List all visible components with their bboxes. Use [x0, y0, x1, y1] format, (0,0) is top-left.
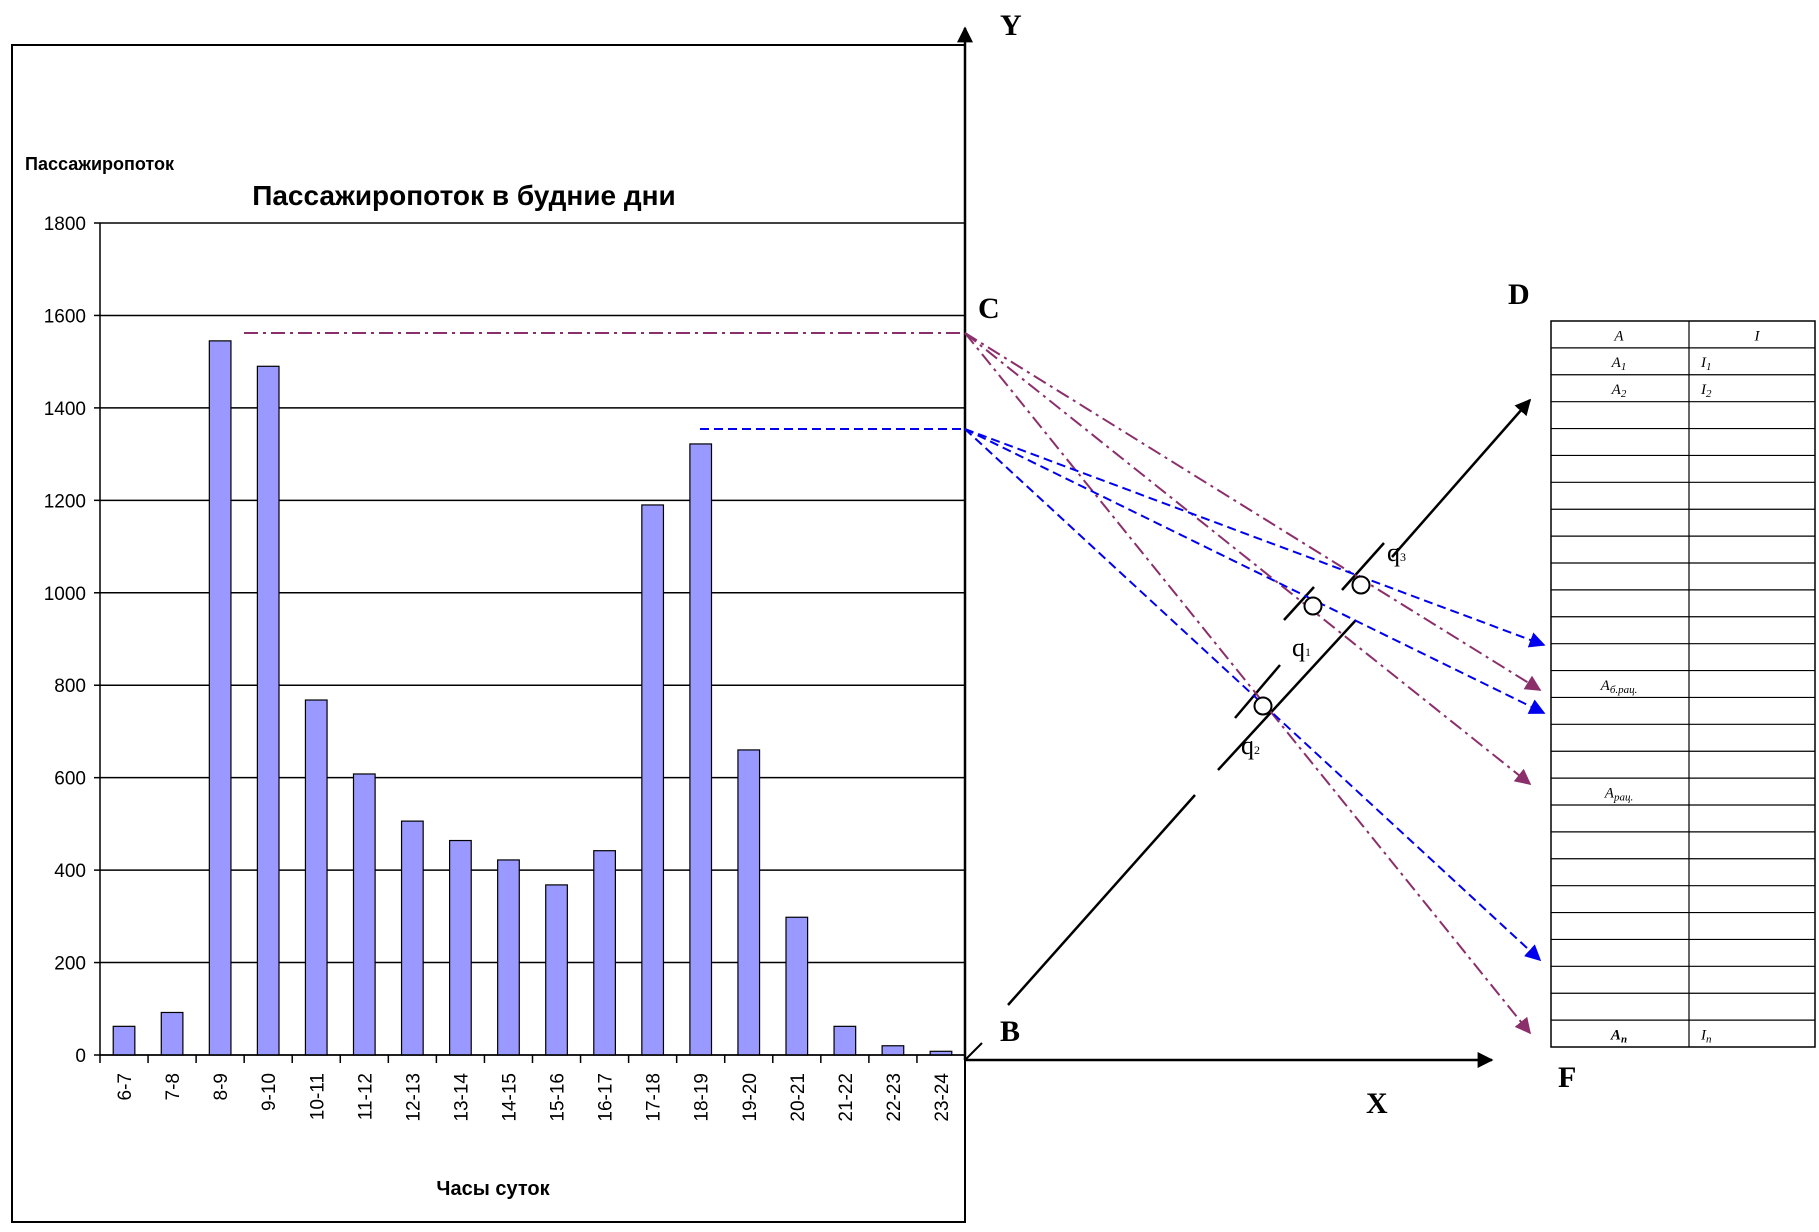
- x-tick-label: 9-10: [259, 1073, 280, 1111]
- y-tick-labels: 0 200 400 600 800 1000 1200 1400 1600 1800: [44, 214, 86, 1067]
- x-tick-label: 11-12: [355, 1073, 376, 1120]
- bar: [881, 1045, 905, 1056]
- label-y: Y: [1000, 9, 1022, 42]
- y-tick-label: 600: [54, 769, 86, 790]
- bar: [112, 1025, 136, 1056]
- y-tick-label: 1600: [44, 306, 86, 327]
- bar: [160, 1011, 184, 1056]
- diagonal-axis-lower: [1007, 794, 1196, 1006]
- table-cell: An: [1610, 1027, 1627, 1045]
- bar: [400, 820, 424, 1056]
- bar: [208, 340, 232, 1056]
- x-tick-label: 7-8: [163, 1073, 184, 1100]
- gridlines: [94, 222, 965, 1056]
- x-tick-label: 19-20: [740, 1073, 761, 1122]
- x-tick-label: 13-14: [451, 1073, 472, 1122]
- bars: [112, 340, 953, 1056]
- x-tick-label: 14-15: [499, 1073, 520, 1122]
- y-tick-label: 400: [54, 861, 86, 882]
- y-tick-label: 200: [54, 954, 86, 975]
- blue-fan-line-2: [964, 428, 1546, 714]
- blue-fan-line-1: [964, 428, 1546, 648]
- label-b: B: [1000, 1015, 1020, 1048]
- bar: [304, 699, 328, 1056]
- diagonal-axis-upper: [1391, 398, 1532, 558]
- purple-fan-line-1: [964, 332, 1542, 691]
- label-c: C: [978, 292, 1000, 325]
- x-tick-label: 18-19: [692, 1073, 713, 1122]
- x-tick-label: 12-13: [403, 1073, 424, 1122]
- chart-xlabel: Часы суток: [436, 1178, 550, 1200]
- bar: [785, 916, 809, 1056]
- x-tick-label: 22-23: [884, 1073, 905, 1122]
- table-cell: In: [1700, 1027, 1712, 1045]
- x-tick-label: 6-7: [115, 1073, 136, 1100]
- bar: [545, 884, 568, 1056]
- table-cell: Aб.рац.: [1600, 678, 1638, 696]
- q2-tick: [1234, 664, 1281, 719]
- x-tick-label: 15-16: [548, 1073, 569, 1122]
- x-tick-label: 8-9: [211, 1073, 232, 1100]
- chart-title: Пассажиропоток в будние дни: [252, 180, 676, 211]
- y-tick-label: 800: [54, 676, 86, 697]
- chart-frame: [11, 44, 966, 1223]
- x-tick-label: 10-11: [307, 1073, 328, 1120]
- table-cell: A: [1613, 328, 1624, 344]
- label-x: X: [1366, 1087, 1388, 1120]
- q3-tick: [1341, 542, 1385, 591]
- bar: [497, 859, 520, 1056]
- bar: [593, 850, 616, 1056]
- q1-label: q1: [1292, 633, 1311, 662]
- bar: [833, 1025, 857, 1056]
- bar: [449, 839, 472, 1056]
- bar: [256, 365, 280, 1056]
- table-cell: I1: [1700, 355, 1712, 373]
- index-table: A I A1 I1 A2 I2 Aб.рац. Aрац. An In: [1550, 320, 1816, 1048]
- x-tick-label: 17-18: [644, 1073, 665, 1122]
- purple-fan-line-3: [964, 332, 1532, 1035]
- q1-point: [1303, 596, 1323, 616]
- x-tick-label: 21-22: [836, 1073, 857, 1122]
- q1-tick: [1283, 586, 1315, 621]
- table-cell: I: [1754, 328, 1761, 344]
- x-tick-label: 23-24: [932, 1073, 953, 1122]
- label-f: F: [1558, 1061, 1576, 1094]
- y-tick-label: 1800: [44, 214, 86, 235]
- y-tick-label: 1000: [44, 584, 86, 605]
- bar: [737, 749, 761, 1056]
- x-tick-label: 16-17: [596, 1073, 617, 1122]
- table-cell: Aрац.: [1604, 785, 1633, 803]
- q3-point: [1351, 575, 1371, 595]
- label-d: D: [1508, 278, 1530, 311]
- y-tick-label: 0: [75, 1046, 86, 1067]
- x-tick-labels: 6-7 7-8 8-9 9-10 10-11 11-12 12-13 13-14 14-15 15…: [99, 1054, 965, 1122]
- corner-segment: [964, 1042, 983, 1061]
- table-cell: A1: [1611, 355, 1627, 373]
- bar: [352, 773, 376, 1056]
- q3-label: q3: [1387, 538, 1406, 567]
- table-cell: A2: [1611, 382, 1627, 400]
- x-tick-label: 20-21: [788, 1073, 809, 1122]
- y-tick-label: 1200: [44, 491, 86, 512]
- bar: [689, 443, 713, 1056]
- table-cell: I2: [1700, 382, 1712, 400]
- table-border: [1550, 320, 1816, 1048]
- y-tick-label: 1400: [44, 399, 86, 420]
- q2-label: q2: [1241, 731, 1260, 760]
- blue-fan-line-3: [964, 428, 1542, 962]
- q2-point: [1253, 696, 1273, 716]
- chart-ylabel: Пассажиропоток: [25, 154, 175, 174]
- bar: [641, 504, 665, 1056]
- diagonal-axis-middle: [1217, 619, 1357, 771]
- purple-fan-line-2: [964, 332, 1532, 785]
